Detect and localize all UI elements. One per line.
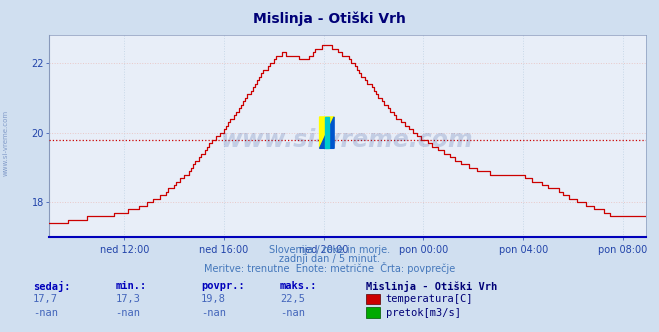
Text: zadnji dan / 5 minut.: zadnji dan / 5 minut. <box>279 254 380 264</box>
Text: sedaj:: sedaj: <box>33 281 71 291</box>
Text: -nan: -nan <box>33 308 58 318</box>
Text: povpr.:: povpr.: <box>201 281 244 290</box>
Polygon shape <box>320 117 334 148</box>
Text: temperatura[C]: temperatura[C] <box>386 294 473 304</box>
Text: pretok[m3/s]: pretok[m3/s] <box>386 308 461 318</box>
Text: 22,5: 22,5 <box>280 294 305 304</box>
Text: -nan: -nan <box>201 308 226 318</box>
Text: 17,3: 17,3 <box>115 294 140 304</box>
Polygon shape <box>325 117 329 148</box>
Text: 17,7: 17,7 <box>33 294 58 304</box>
Text: Mislinja - Otiški Vrh: Mislinja - Otiški Vrh <box>366 281 497 291</box>
Polygon shape <box>320 117 334 148</box>
Text: min.:: min.: <box>115 281 146 290</box>
Text: www.si-vreme.com: www.si-vreme.com <box>2 110 9 176</box>
Text: -nan: -nan <box>280 308 305 318</box>
Text: Mislinja - Otiški Vrh: Mislinja - Otiški Vrh <box>253 12 406 26</box>
Text: -nan: -nan <box>115 308 140 318</box>
Text: maks.:: maks.: <box>280 281 318 290</box>
Text: Meritve: trenutne  Enote: metrične  Črta: povprečje: Meritve: trenutne Enote: metrične Črta: … <box>204 262 455 274</box>
Text: 19,8: 19,8 <box>201 294 226 304</box>
Text: www.si-vreme.com: www.si-vreme.com <box>221 128 474 152</box>
Text: Slovenija / reke in morje.: Slovenija / reke in morje. <box>269 245 390 255</box>
